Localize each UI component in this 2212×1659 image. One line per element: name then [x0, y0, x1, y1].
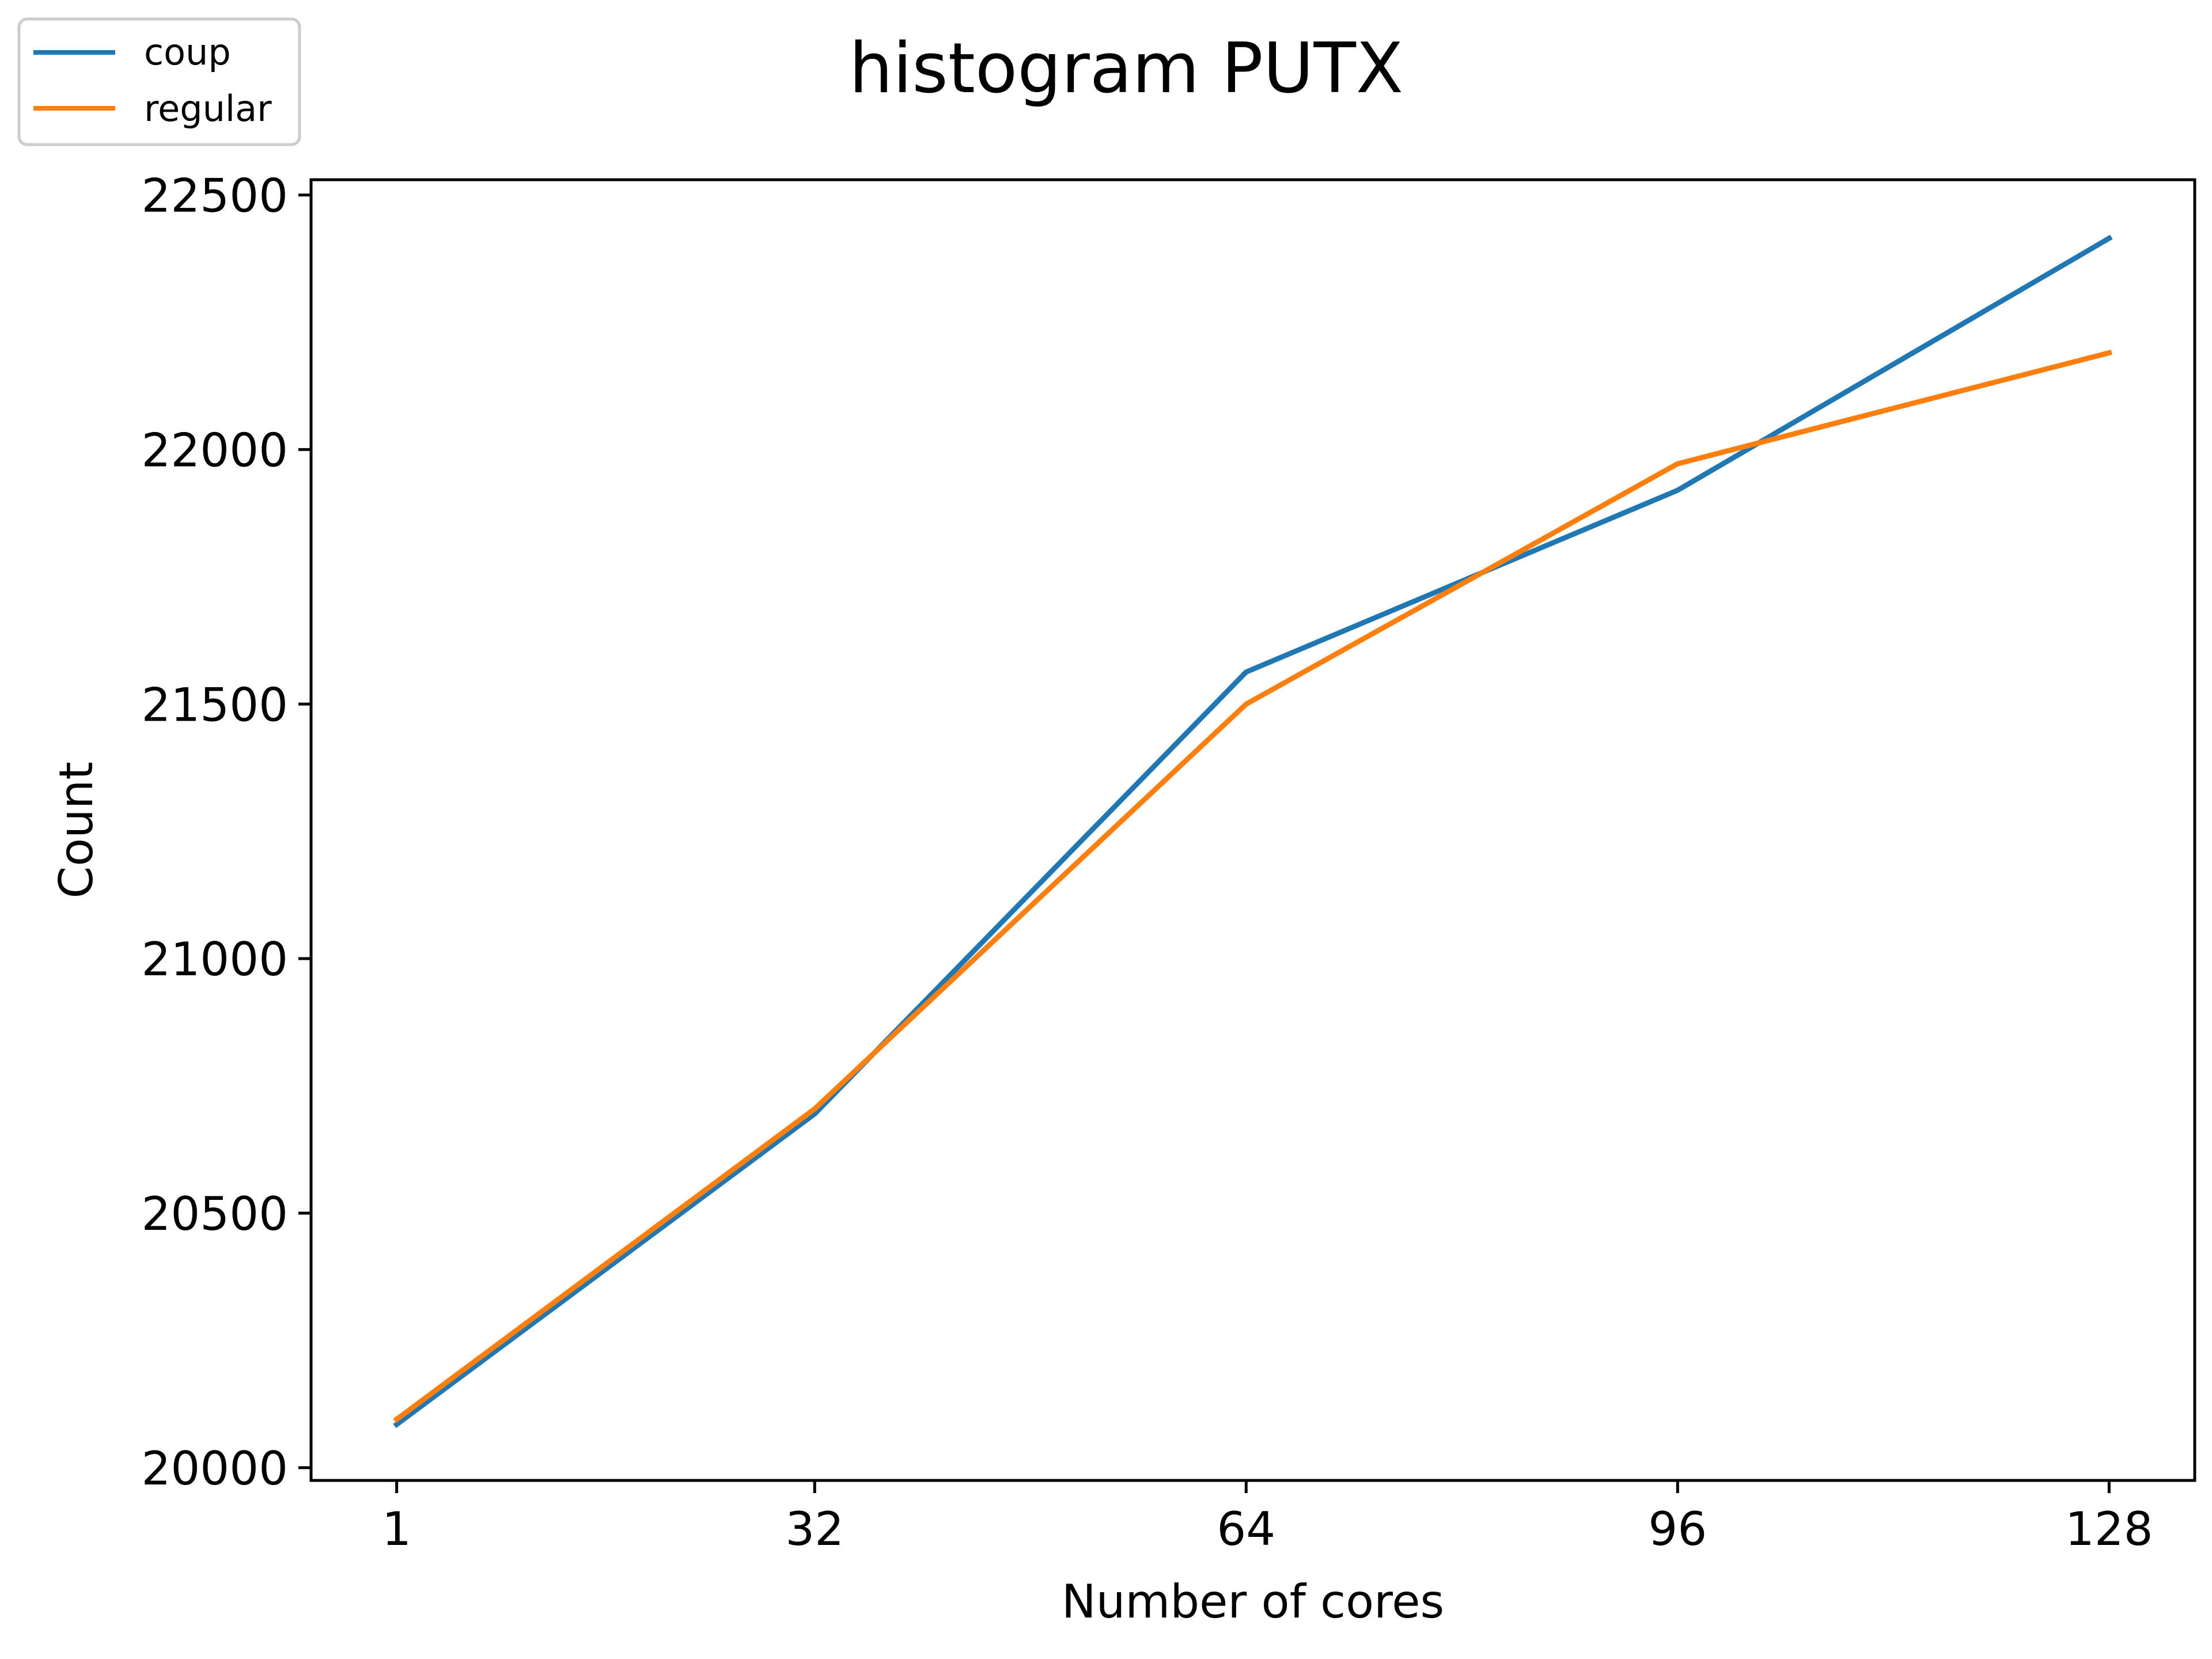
y-tick-label: 20500: [142, 1187, 289, 1241]
legend-label-coup: coup: [144, 31, 231, 73]
y-tick-label: 20000: [142, 1442, 289, 1495]
chart-title: histogram PUTX: [849, 29, 1403, 109]
legend-label-regular: regular: [144, 88, 272, 130]
series-line-regular: [393, 350, 2112, 1423]
x-axis-ticks: 1 32 64 96 128: [382, 1480, 2153, 1556]
series-layer: [393, 234, 2113, 1429]
x-tick-label: 1: [382, 1502, 411, 1556]
y-tick-label: 21500: [142, 678, 289, 732]
series-line-coup: [393, 234, 2113, 1429]
x-tick-label: 64: [1217, 1502, 1275, 1556]
y-axis-label: Count: [50, 762, 103, 899]
y-tick-label: 21000: [142, 933, 289, 986]
plot-area: [309, 178, 2196, 1482]
legend: coup regular: [17, 17, 301, 146]
x-axis-label: Number of cores: [1062, 1575, 1444, 1628]
y-axis-ticks: 20000 20500 21000 21500 22000 22500: [142, 169, 311, 1495]
x-tick-label: 96: [1648, 1502, 1707, 1556]
x-tick-label: 128: [2065, 1502, 2153, 1556]
plot-frame: [309, 178, 2196, 1482]
x-tick-label: 32: [785, 1502, 844, 1556]
y-tick-label: 22500: [142, 169, 289, 223]
y-tick-label: 22000: [142, 423, 289, 477]
